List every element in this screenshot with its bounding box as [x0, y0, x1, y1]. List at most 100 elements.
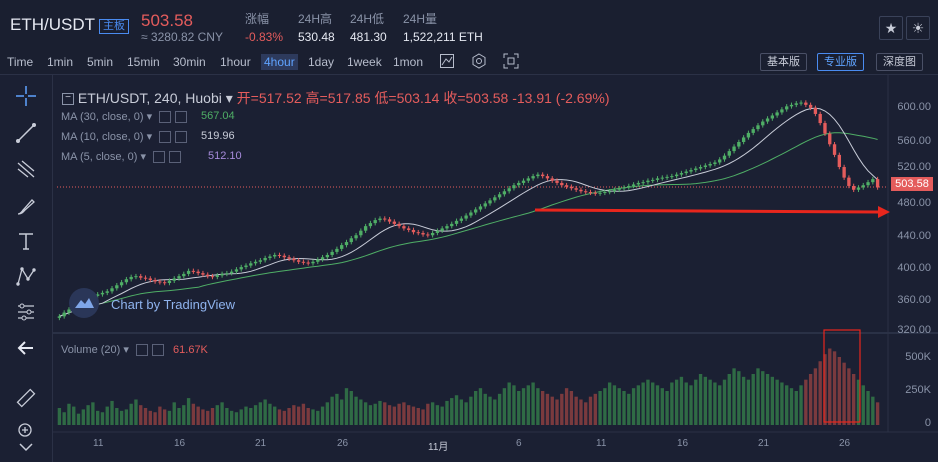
volume-bar [411, 406, 416, 425]
volume-bar [718, 385, 722, 425]
volume-bar [622, 391, 626, 425]
back-arrow-icon[interactable] [12, 337, 40, 361]
candle-body [201, 273, 205, 275]
candle-body [287, 257, 291, 259]
ma5-remove-icon[interactable] [169, 151, 182, 164]
ma5-dropdown-icon[interactable]: ▾ [140, 151, 147, 163]
volume-remove-icon[interactable] [151, 344, 164, 357]
pattern-tool-icon[interactable] [12, 265, 40, 289]
volume-settings-icon[interactable] [135, 344, 148, 357]
settings-gear-icon[interactable] [470, 53, 488, 71]
theme-toggle-icon[interactable]: ☀ [906, 16, 930, 40]
volume-bar [655, 385, 660, 425]
volume-bar [560, 393, 564, 425]
tf-30min[interactable]: 30min [173, 55, 206, 69]
tf-5min[interactable]: 5min [87, 55, 114, 69]
fullscreen-icon[interactable] [502, 53, 520, 71]
pro-view-button[interactable]: 专业版 [817, 53, 864, 71]
candle-body [603, 192, 607, 194]
ma5-settings-icon[interactable] [153, 151, 166, 164]
volume-bar [493, 399, 497, 425]
ma30-label[interactable]: MA (30, close, 0) [61, 111, 144, 123]
volume-bar [761, 371, 765, 425]
fib-tool-icon[interactable] [12, 158, 40, 182]
ma10-settings-icon[interactable] [159, 131, 172, 144]
ma5-label[interactable]: MA (5, close, 0) [61, 151, 138, 163]
zoom-in-icon[interactable] [12, 420, 40, 444]
candle-body [196, 271, 200, 274]
candle-body [182, 273, 186, 277]
tf-time[interactable]: Time [7, 55, 34, 69]
ma30-remove-icon[interactable] [175, 111, 188, 124]
chart-type-icon[interactable] [438, 53, 456, 71]
y-tick-560: 560.00 [897, 135, 931, 147]
tf-1week[interactable]: 1week [347, 55, 382, 69]
candle-body [325, 254, 330, 258]
tf-4hour[interactable]: 4hour [261, 54, 298, 70]
tf-1mon[interactable]: 1mon [393, 55, 424, 69]
candle-body [158, 281, 162, 283]
candle-body [631, 184, 636, 186]
legend-collapse-icon[interactable]: − [62, 93, 74, 106]
candle-body [832, 144, 837, 155]
ma10-label[interactable]: MA (10, close, 0) [61, 131, 144, 143]
legend-dropdown-icon[interactable]: ▾ [225, 90, 233, 106]
candle-body [368, 223, 373, 227]
volume-bar [765, 374, 770, 425]
text-tool-icon[interactable] [12, 230, 40, 254]
candle-body [651, 179, 655, 181]
favorite-star-icon[interactable]: ★ [879, 16, 903, 40]
ma10-remove-icon[interactable] [175, 131, 188, 144]
candle-body [359, 230, 363, 236]
volume-bar [182, 405, 186, 425]
brush-icon[interactable] [12, 195, 40, 219]
pair-title[interactable]: ETH/USDT [10, 15, 95, 34]
ma30-settings-icon[interactable] [159, 111, 172, 124]
candle-body [689, 170, 693, 172]
candle-body [349, 238, 353, 243]
volume-bar [818, 361, 822, 425]
basic-view-button[interactable]: 基本版 [760, 53, 807, 71]
volume-bar [57, 408, 62, 425]
candle-body [316, 259, 320, 262]
depth-view-button[interactable]: 深度图 [876, 53, 923, 71]
measure-tool-icon[interactable] [12, 301, 40, 325]
candle-body [842, 167, 846, 178]
ma10-dropdown-icon[interactable]: ▾ [146, 131, 153, 143]
candle-body [383, 218, 387, 220]
collapse-chevron-icon[interactable] [12, 437, 40, 461]
legend-symbol[interactable]: ETH/USDT, 240, Huobi [77, 90, 222, 106]
y-tick-400: 400.00 [897, 262, 931, 274]
volume-bar [875, 402, 880, 425]
ruler-icon[interactable] [12, 387, 40, 411]
tf-1day[interactable]: 1day [308, 55, 335, 69]
candle-body [794, 103, 798, 105]
volume-dropdown-icon[interactable]: ▾ [123, 344, 129, 356]
candle-body [215, 275, 219, 277]
candle-body [497, 194, 502, 198]
volume-bar [799, 385, 803, 425]
candle-body [641, 182, 645, 184]
volume-bar [81, 409, 85, 425]
chart-grid [53, 75, 938, 433]
volume-bar [435, 405, 440, 425]
volume-bar [770, 376, 775, 425]
tf-1hour[interactable]: 1hour [220, 55, 251, 69]
volume-bar [100, 412, 105, 425]
tf-15min[interactable]: 15min [127, 55, 160, 69]
crosshair-icon[interactable] [12, 85, 40, 109]
candle-body [588, 192, 593, 194]
tf-1min[interactable]: 1min [47, 55, 74, 69]
candle-body [746, 132, 751, 138]
volume-bar [866, 391, 870, 425]
candle-body [402, 226, 406, 229]
trendline-icon[interactable] [12, 122, 40, 146]
volume-legend: Volume (20) ▾ 61.67K [61, 343, 208, 357]
stat-volume-value: 1,522,211 ETH [403, 30, 483, 44]
candle-body [148, 278, 152, 280]
ma30-dropdown-icon[interactable]: ▾ [146, 111, 153, 123]
volume-label[interactable]: Volume (20) [61, 344, 121, 356]
tradingview-watermark[interactable]: Chart by TradingView [111, 297, 236, 312]
tradingview-logo[interactable] [69, 288, 99, 318]
